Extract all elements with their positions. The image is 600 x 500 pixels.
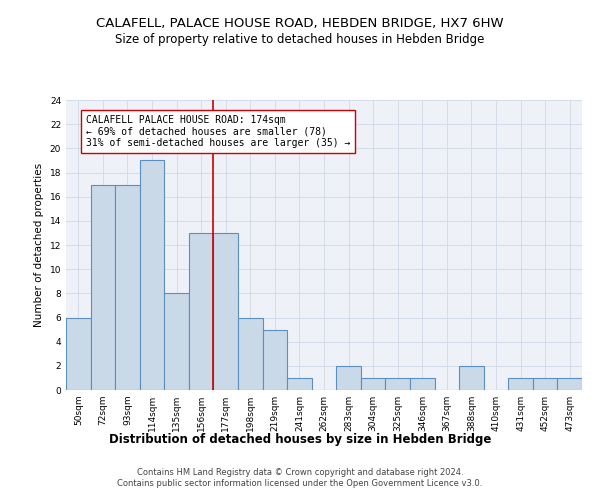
Bar (238, 318, 263, 390)
Bar (115, 184, 140, 390)
Bar (263, 330, 287, 390)
Text: Distribution of detached houses by size in Hebden Bridge: Distribution of detached houses by size … (109, 432, 491, 446)
Text: Size of property relative to detached houses in Hebden Bridge: Size of property relative to detached ho… (115, 32, 485, 46)
Bar (189, 233, 214, 390)
Bar (508, 378, 533, 390)
Bar (66, 318, 91, 390)
Bar (214, 233, 238, 390)
Text: CALAFELL, PALACE HOUSE ROAD, HEBDEN BRIDGE, HX7 6HW: CALAFELL, PALACE HOUSE ROAD, HEBDEN BRID… (96, 18, 504, 30)
Bar (459, 366, 484, 390)
Bar (385, 378, 410, 390)
Bar (140, 160, 164, 390)
Bar (533, 378, 557, 390)
Y-axis label: Number of detached properties: Number of detached properties (34, 163, 44, 327)
Text: Contains HM Land Registry data © Crown copyright and database right 2024.
Contai: Contains HM Land Registry data © Crown c… (118, 468, 482, 487)
Bar (164, 294, 189, 390)
Bar (91, 184, 115, 390)
Bar (287, 378, 312, 390)
Text: CALAFELL PALACE HOUSE ROAD: 174sqm
← 69% of detached houses are smaller (78)
31%: CALAFELL PALACE HOUSE ROAD: 174sqm ← 69%… (86, 114, 350, 148)
Bar (336, 366, 361, 390)
Bar (361, 378, 385, 390)
Bar (410, 378, 434, 390)
Bar (557, 378, 582, 390)
